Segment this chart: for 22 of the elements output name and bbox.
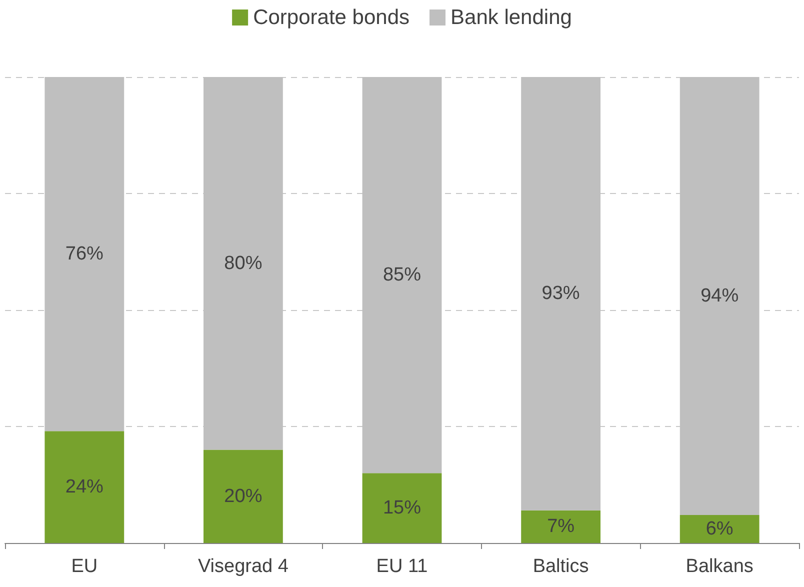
data-label: 80% — [224, 252, 262, 274]
data-label: 15% — [382, 498, 422, 519]
legend-label: Corporate bonds — [253, 6, 410, 29]
x-tick-label: Baltics — [532, 556, 589, 577]
bar — [362, 473, 442, 543]
data-label: 93% — [542, 283, 580, 304]
x-tick-label: EU 11 — [376, 556, 428, 577]
data-label: 6% — [706, 518, 734, 540]
data-label: 24% — [65, 476, 104, 498]
bar — [44, 431, 124, 543]
data-label: 20% — [224, 486, 262, 507]
bar — [680, 515, 760, 543]
bar — [204, 450, 283, 543]
bar — [521, 510, 600, 543]
data-label: 76% — [65, 244, 104, 265]
x-tick-label: Visegrad 4 — [198, 556, 289, 577]
data-label: 94% — [700, 286, 739, 307]
legend-label: Bank lending — [450, 6, 572, 29]
data-label: 85% — [382, 264, 422, 286]
x-tick-label: EU — [71, 556, 98, 577]
x-tick-label: Balkans — [686, 556, 754, 577]
data-label: 7% — [547, 516, 575, 538]
